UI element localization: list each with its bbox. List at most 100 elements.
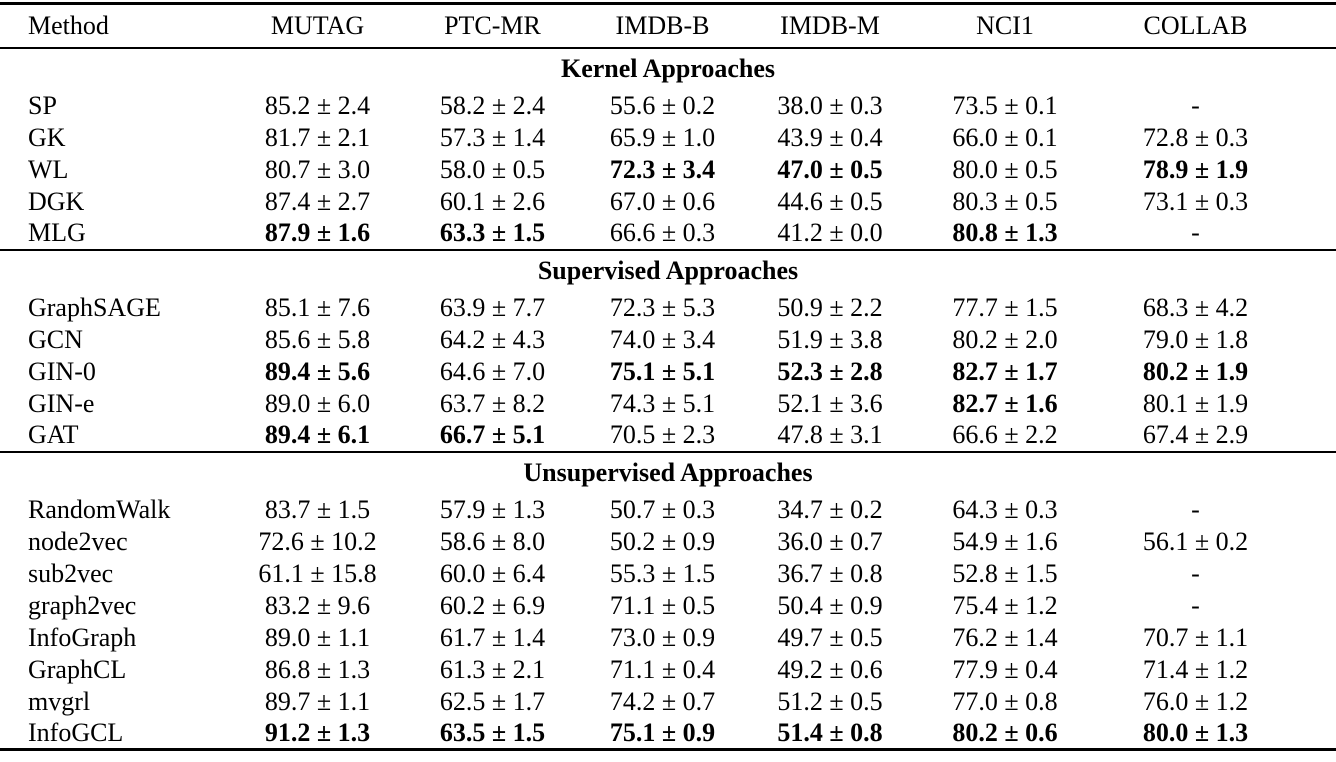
result-cell: 80.8 ± 1.3 [952, 218, 1058, 247]
result-cell: 52.1 ± 3.6 [777, 388, 883, 418]
table-row-randomwalk: RandomWalk 83.7 ± 1.5 57.9 ± 1.3 50.7 ± 0.3… [0, 494, 1336, 526]
table-row-gcn: GCN 85.6 ± 5.8 64.2 ± 4.3 74.0 ± 3.4 51.9 ± … [0, 324, 1336, 356]
column-header-imdb-m: IMDB-M [780, 10, 880, 40]
result-cell: 80.0 ± 0.5 [952, 154, 1058, 184]
result-cell: 89.4 ± 6.1 [264, 420, 371, 449]
header-row: Method MUTAG PTC-MR IMDB-B IMDB-M NCI1 C… [0, 4, 1336, 48]
table-row-graphsage: GraphSAGE 85.1 ± 7.6 63.9 ± 7.7 72.3 ± 5.3 5… [0, 292, 1336, 324]
result-cell: 73.5 ± 0.1 [952, 90, 1058, 120]
result-cell: 66.0 ± 0.1 [952, 122, 1058, 152]
result-cell: 89.4 ± 5.6 [264, 356, 371, 386]
result-cell: 60.0 ± 6.4 [439, 558, 546, 588]
result-cell: 73.1 ± 0.3 [1142, 186, 1249, 216]
result-cell: 75.1 ± 5.1 [609, 356, 716, 386]
result-cell: 52.8 ± 1.5 [952, 558, 1058, 588]
section-header-supervised-approaches: Supervised Approaches [0, 249, 1336, 292]
result-cell: 64.3 ± 0.3 [952, 494, 1058, 524]
result-cell: - [1191, 558, 1200, 588]
result-cell: 47.8 ± 3.1 [777, 420, 883, 449]
section-title: Kernel Approaches [560, 54, 776, 83]
table-header: Method MUTAG PTC-MR IMDB-B IMDB-M NCI1 C… [0, 4, 1336, 48]
column-header-collab: COLLAB [1143, 10, 1248, 40]
result-cell: 50.2 ± 0.9 [609, 526, 716, 556]
result-cell: 66.6 ± 0.3 [609, 218, 716, 247]
method-name: GIN-e [28, 388, 95, 418]
result-cell: 74.0 ± 3.4 [609, 324, 716, 354]
result-cell: 54.9 ± 1.6 [952, 526, 1058, 556]
method-name: graph2vec [28, 590, 137, 620]
column-header-nci1: NCI1 [976, 10, 1034, 40]
result-cell: 66.7 ± 5.1 [439, 420, 546, 449]
section-title: Supervised Approaches [537, 256, 799, 285]
method-name: SP [28, 90, 57, 120]
result-cell: 60.2 ± 6.9 [439, 590, 546, 620]
result-cell: 36.0 ± 0.7 [777, 526, 883, 556]
table-row-wl: WL 80.7 ± 3.0 58.0 ± 0.5 72.3 ± 3.4 47.0 ± 0… [0, 154, 1336, 186]
result-cell: 44.6 ± 0.5 [777, 186, 883, 216]
result-cell: 66.6 ± 2.2 [952, 420, 1058, 449]
table-row-graph2vec: graph2vec 83.2 ± 9.6 60.2 ± 6.9 71.1 ± 0.5 5… [0, 590, 1336, 622]
table-row-infograph: InfoGraph 89.0 ± 1.1 61.7 ± 1.4 73.0 ± 0.9 4… [0, 622, 1336, 654]
table-row-gin-0: GIN-0 89.4 ± 5.6 64.6 ± 7.0 75.1 ± 5.1 52.3 … [0, 356, 1336, 388]
result-cell: 86.8 ± 1.3 [264, 654, 371, 684]
result-cell: 89.7 ± 1.1 [264, 686, 371, 716]
result-cell: 80.7 ± 3.0 [264, 154, 371, 184]
result-cell: 36.7 ± 0.8 [777, 558, 883, 588]
result-cell: 67.0 ± 0.6 [609, 186, 716, 216]
result-cell: 58.2 ± 2.4 [439, 90, 546, 120]
result-cell: 63.5 ± 1.5 [439, 717, 546, 747]
result-cell: 83.2 ± 9.6 [264, 590, 371, 620]
result-cell: 89.0 ± 6.0 [264, 388, 371, 418]
result-cell: 80.2 ± 1.9 [1142, 356, 1249, 386]
result-cell: 61.7 ± 1.4 [439, 622, 546, 652]
result-cell: 63.7 ± 8.2 [439, 388, 546, 418]
result-cell: 60.1 ± 2.6 [439, 186, 546, 216]
table-body: Kernel Approaches SP 85.2 ± 2.4 58.2 ± 2.4 5… [0, 48, 1336, 750]
result-cell: 87.4 ± 2.7 [264, 186, 371, 216]
column-header-method: Method [28, 10, 109, 40]
result-cell: 58.6 ± 8.0 [439, 526, 546, 556]
method-name: InfoGCL [28, 717, 124, 747]
column-header-imdb-b: IMDB-B [615, 10, 710, 40]
result-cell: 77.7 ± 1.5 [952, 292, 1058, 322]
result-cell: 41.2 ± 0.0 [777, 218, 883, 247]
result-cell: 63.3 ± 1.5 [439, 218, 546, 247]
result-cell: 76.0 ± 1.2 [1142, 686, 1249, 716]
method-name: GraphSAGE [28, 292, 161, 322]
result-cell: 91.2 ± 1.3 [264, 717, 371, 747]
section-title: Unsupervised Approaches [523, 458, 813, 487]
result-cell: 74.3 ± 5.1 [609, 388, 716, 418]
result-cell: 82.7 ± 1.7 [952, 356, 1058, 386]
result-cell: 73.0 ± 0.9 [609, 622, 716, 652]
result-cell: 65.9 ± 1.0 [609, 122, 716, 152]
result-cell: 71.4 ± 1.2 [1142, 654, 1249, 684]
result-cell: 34.7 ± 0.2 [777, 494, 883, 524]
result-cell: 79.0 ± 1.8 [1142, 324, 1249, 354]
method-name: sub2vec [28, 558, 114, 588]
result-cell: 50.7 ± 0.3 [609, 494, 716, 524]
result-cell: 38.0 ± 0.3 [777, 90, 883, 120]
result-cell: 81.7 ± 2.1 [264, 122, 371, 152]
table-row-node2vec: node2vec 72.6 ± 10.2 58.6 ± 8.0 50.2 ± 0.9 3… [0, 526, 1336, 558]
result-cell: 51.2 ± 0.5 [777, 686, 883, 716]
method-name: GIN-0 [28, 356, 96, 386]
result-cell: 75.1 ± 0.9 [609, 717, 716, 747]
result-cell: 55.6 ± 0.2 [609, 90, 716, 120]
result-cell: 57.3 ± 1.4 [439, 122, 546, 152]
result-cell: 72.6 ± 10.2 [258, 526, 377, 556]
result-cell: 80.2 ± 2.0 [952, 324, 1058, 354]
result-cell: 83.7 ± 1.5 [264, 494, 371, 524]
result-cell: 50.4 ± 0.9 [777, 590, 883, 620]
result-cell: 56.1 ± 0.2 [1142, 526, 1249, 556]
table-row-sp: SP 85.2 ± 2.4 58.2 ± 2.4 55.6 ± 0.2 38.0 ± 0… [0, 90, 1336, 122]
result-cell: - [1191, 494, 1200, 524]
result-cell: 49.7 ± 0.5 [777, 622, 883, 652]
result-cell: 58.0 ± 0.5 [439, 154, 546, 184]
result-cell: - [1191, 590, 1200, 620]
result-cell: 75.4 ± 1.2 [952, 590, 1058, 620]
section-header-kernel-approaches: Kernel Approaches [0, 48, 1336, 90]
method-name: InfoGraph [28, 622, 137, 652]
result-cell: 50.9 ± 2.2 [777, 292, 883, 322]
